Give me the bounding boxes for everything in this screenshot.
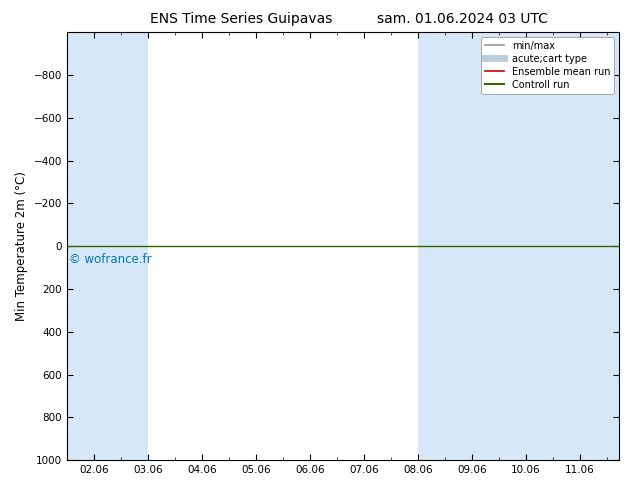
Text: sam. 01.06.2024 03 UTC: sam. 01.06.2024 03 UTC [377, 12, 548, 26]
Bar [94, 32, 148, 460]
Y-axis label: Min Temperature 2m (°C): Min Temperature 2m (°C) [15, 171, 28, 321]
Legend: min/max, acute;cart type, Ensemble mean run, Controll run: min/max, acute;cart type, Ensemble mean … [481, 37, 614, 94]
Bar [67, 32, 94, 460]
Bar [418, 32, 472, 460]
Text: © wofrance.fr: © wofrance.fr [70, 252, 152, 266]
Text: ENS Time Series Guipavas: ENS Time Series Guipavas [150, 12, 332, 26]
Bar [472, 32, 553, 460]
Bar [553, 32, 619, 460]
